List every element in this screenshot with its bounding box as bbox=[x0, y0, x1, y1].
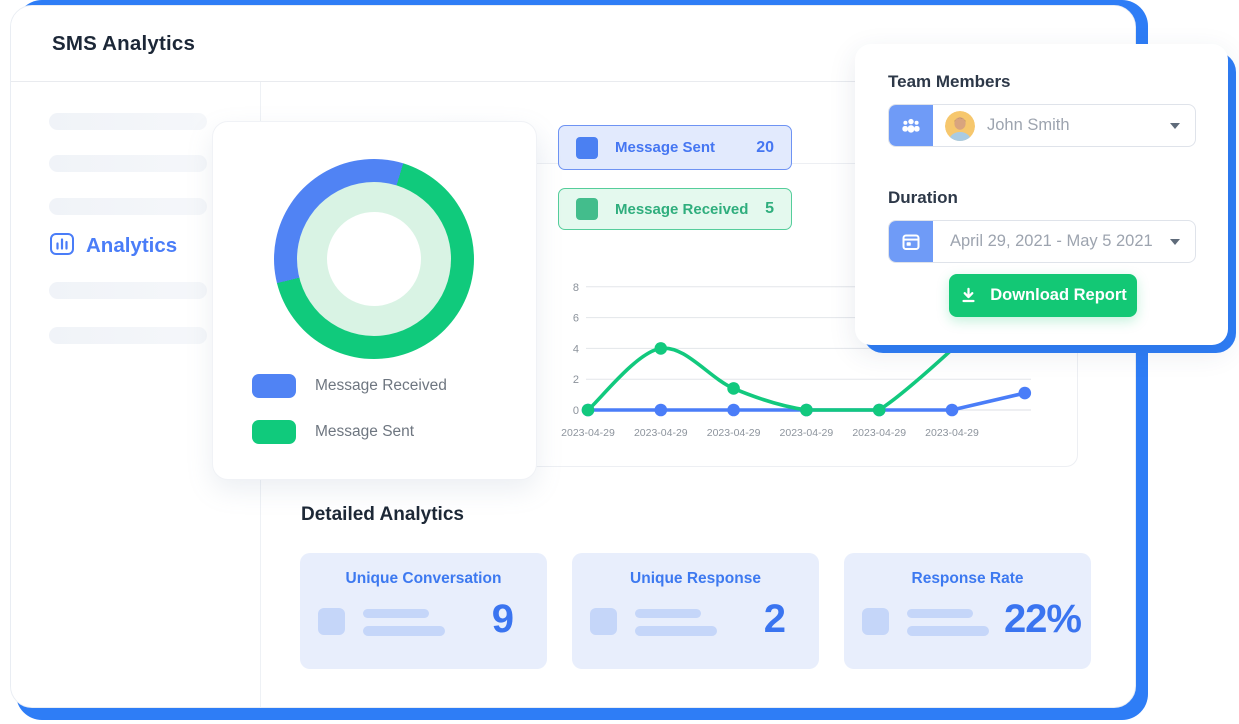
legend-label: Message Sent bbox=[315, 423, 415, 440]
stat-value: 9 bbox=[491, 597, 514, 641]
sidebar-item-analytics[interactable]: Analytics bbox=[49, 230, 177, 262]
sidebar-placeholder-item bbox=[49, 198, 207, 215]
svg-text:2023-04-29: 2023-04-29 bbox=[925, 427, 979, 439]
blue-legend-swatch bbox=[252, 374, 296, 398]
svg-text:0: 0 bbox=[573, 405, 579, 417]
selected-date-range: April 29, 2021 - May 5 2021 bbox=[950, 232, 1153, 250]
blue-swatch-icon bbox=[576, 136, 598, 159]
donut-hole bbox=[327, 212, 421, 306]
badge-value: 5 bbox=[765, 200, 774, 217]
stat-placeholder-icon bbox=[318, 608, 345, 635]
download-icon bbox=[959, 286, 978, 305]
badge-message-sent[interactable]: Message Sent 20 bbox=[558, 125, 792, 170]
green-legend-swatch bbox=[252, 420, 296, 444]
svg-text:2023-04-29: 2023-04-29 bbox=[634, 427, 688, 439]
legend-item-message-sent: Message Sent bbox=[252, 420, 414, 444]
stat-placeholder-icon bbox=[590, 608, 617, 635]
badge-message-received[interactable]: Message Received 5 bbox=[558, 188, 792, 230]
svg-text:2: 2 bbox=[573, 374, 579, 386]
green-swatch-icon bbox=[576, 198, 598, 220]
badge-label: Message Sent bbox=[615, 139, 716, 156]
stat-placeholder-bar bbox=[363, 609, 429, 618]
sidebar-item-label: Analytics bbox=[86, 234, 178, 257]
stat-card-unique-conversation: Unique Conversation 9 bbox=[300, 553, 547, 669]
svg-text:6: 6 bbox=[573, 313, 579, 325]
team-icon bbox=[889, 105, 933, 146]
calendar-icon bbox=[889, 221, 933, 262]
chevron-down-icon bbox=[1170, 238, 1180, 245]
detailed-analytics-heading: Detailed Analytics bbox=[301, 504, 464, 525]
stat-card-response-rate: Response Rate 22% bbox=[844, 553, 1091, 669]
stat-placeholder-bar bbox=[907, 609, 973, 618]
badge-label: Message Received bbox=[615, 200, 749, 218]
legend-label: Message Received bbox=[315, 377, 447, 394]
stat-placeholder-bar bbox=[635, 609, 701, 618]
stat-placeholder-bar bbox=[363, 626, 445, 636]
stat-value: 22% bbox=[1003, 597, 1082, 641]
svg-text:2023-04-29: 2023-04-29 bbox=[561, 427, 615, 439]
download-report-label: Download Report bbox=[990, 286, 1127, 304]
sidebar-placeholder-item bbox=[49, 327, 207, 344]
svg-text:2023-04-29: 2023-04-29 bbox=[707, 427, 761, 439]
stat-card-unique-response: Unique Response 2 bbox=[572, 553, 819, 669]
chevron-down-icon bbox=[1170, 122, 1180, 129]
svg-text:4: 4 bbox=[573, 343, 579, 355]
stat-placeholder-icon bbox=[862, 608, 889, 635]
donut-chart-card: Message Received Message Sent bbox=[212, 121, 537, 480]
stat-title: Unique Conversation bbox=[345, 570, 502, 587]
svg-text:2023-04-29: 2023-04-29 bbox=[780, 427, 834, 439]
svg-text:2023-04-29: 2023-04-29 bbox=[852, 427, 906, 439]
legend-item-message-received: Message Received bbox=[252, 374, 447, 398]
stat-value: 2 bbox=[763, 597, 786, 641]
download-report-button[interactable]: Download Report bbox=[949, 274, 1137, 317]
stat-placeholder-bar bbox=[635, 626, 717, 636]
stat-placeholder-bar bbox=[907, 626, 989, 636]
stat-title: Response Rate bbox=[911, 570, 1024, 587]
bar-chart-icon bbox=[49, 231, 75, 262]
team-members-heading: Team Members bbox=[888, 72, 1011, 91]
stat-title: Unique Response bbox=[630, 570, 761, 587]
svg-text:8: 8 bbox=[573, 282, 579, 294]
avatar bbox=[945, 110, 975, 141]
duration-heading: Duration bbox=[888, 188, 958, 207]
sidebar-placeholder-item bbox=[49, 155, 207, 172]
page-title: SMS Analytics bbox=[52, 32, 196, 55]
selected-member: John Smith bbox=[987, 116, 1070, 134]
filters-card: Team Members John Smith bbox=[855, 44, 1228, 345]
team-member-select[interactable]: John Smith bbox=[888, 104, 1196, 147]
donut-chart bbox=[274, 159, 474, 359]
duration-select[interactable]: April 29, 2021 - May 5 2021 bbox=[888, 220, 1196, 263]
badge-value: 20 bbox=[756, 138, 774, 156]
sidebar-placeholder-item bbox=[49, 113, 207, 130]
sidebar-placeholder-item bbox=[49, 282, 207, 299]
